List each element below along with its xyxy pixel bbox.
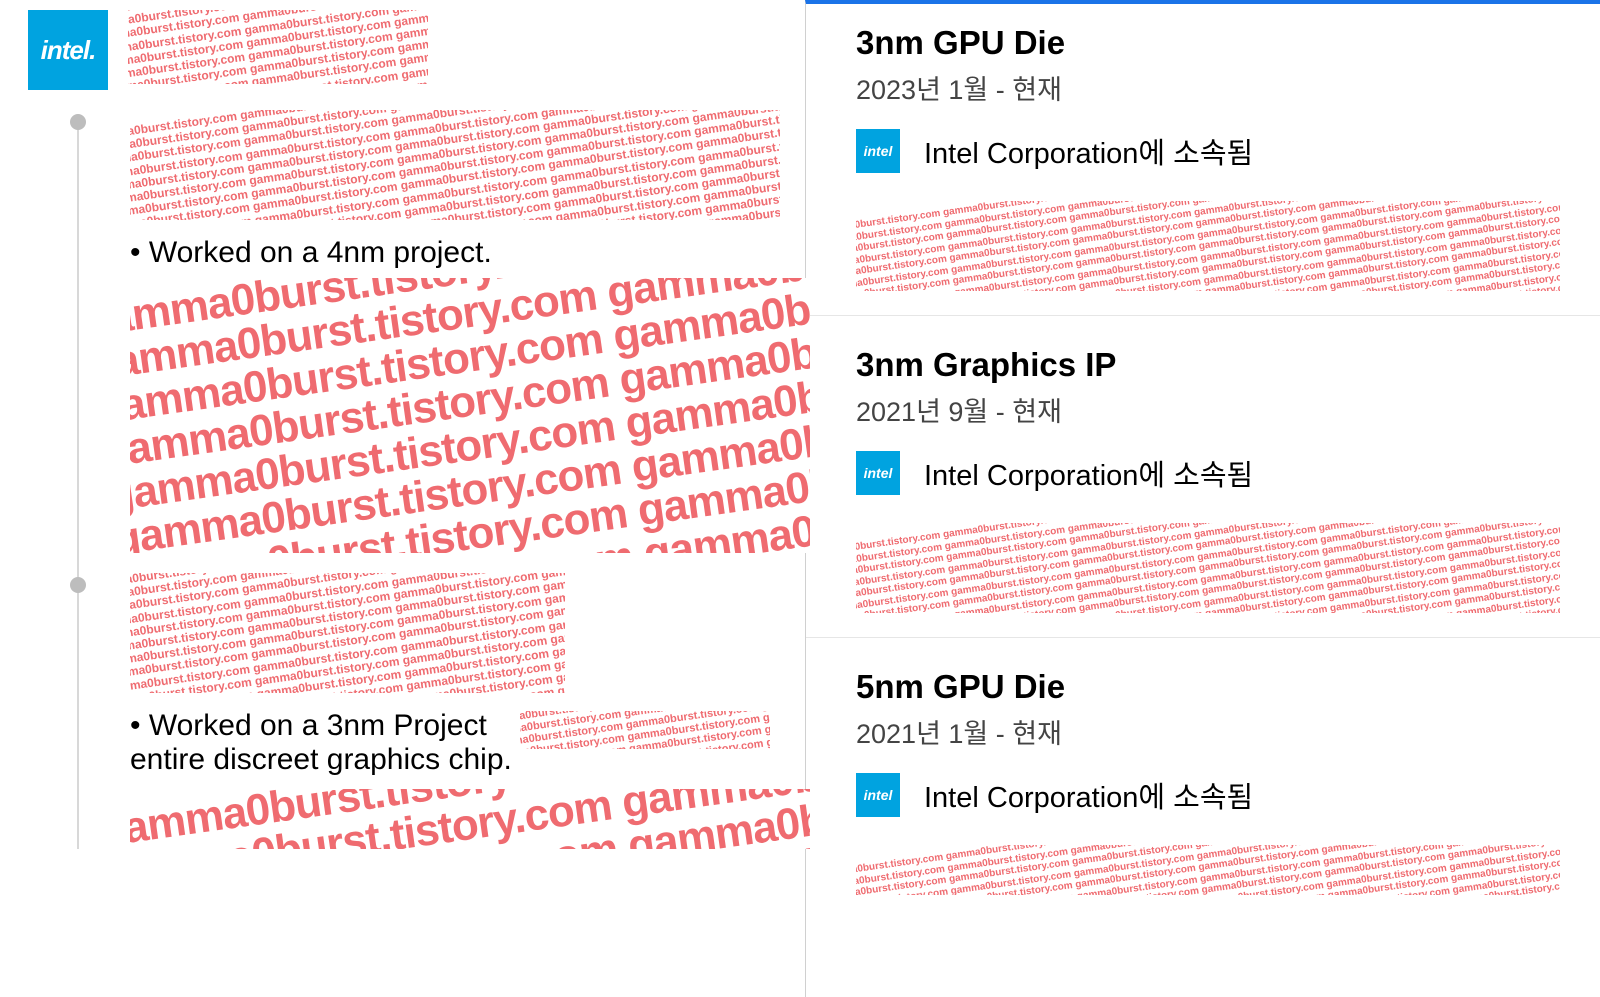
bullet-text: • Worked on a 4nm project. xyxy=(130,236,805,270)
entry-org-text: Intel Corporation에 소속됨 xyxy=(924,774,1253,816)
intel-logo-text: intel xyxy=(864,787,893,803)
project-entry: 3nm GPU Die 2023년 1월 - 현재 intel Intel Co… xyxy=(806,24,1600,316)
intel-logo-icon: intel xyxy=(856,773,900,817)
watermark-block: gamma0burst.tistory.com gamma0burst.tist… xyxy=(128,10,428,84)
timeline-item: gamma0burst.tistory.com gamma0burst.tist… xyxy=(70,110,805,553)
timeline: gamma0burst.tistory.com gamma0burst.tist… xyxy=(70,110,805,849)
entry-title: 3nm GPU Die xyxy=(856,24,1560,62)
left-panel: intel. gamma0burst.tistory.com gamma0bur… xyxy=(0,0,805,997)
intel-logo-text: intel xyxy=(864,465,893,481)
right-panel: 3nm GPU Die 2023년 1월 - 현재 intel Intel Co… xyxy=(805,0,1600,997)
watermark-block: gamma0burst.tistory.com gamma0burst.tist… xyxy=(856,845,1560,895)
watermark-block: gamma0burst.tistory.com gamma0burst.tist… xyxy=(520,711,770,749)
entry-org-text: Intel Corporation에 소속됨 xyxy=(924,452,1253,494)
intel-logo-icon: intel xyxy=(856,129,900,173)
bullet-text: • Worked on a 3nm Project xyxy=(130,709,512,743)
watermark-block: gamma0burst.tistory.com gamma0burst.tist… xyxy=(130,278,810,553)
left-header: intel. gamma0burst.tistory.com gamma0bur… xyxy=(28,10,805,90)
watermark-block: gamma0burst.tistory.com gamma0burst.tist… xyxy=(130,110,780,220)
project-entry: 3nm Graphics IP 2021년 9월 - 현재 intel Inte… xyxy=(806,346,1600,638)
timeline-dot-icon xyxy=(70,577,86,593)
entry-title: 5nm GPU Die xyxy=(856,668,1560,706)
entry-date: 2021년 1월 - 현재 xyxy=(856,712,1560,751)
watermark-block: gamma0burst.tistory.com gamma0burst.tist… xyxy=(856,523,1560,613)
watermark-block: gamma0burst.tistory.com gamma0burst.tist… xyxy=(856,201,1560,291)
intel-logo-icon: intel. xyxy=(28,10,108,90)
intel-logo-icon: intel xyxy=(856,451,900,495)
entry-date: 2023년 1월 - 현재 xyxy=(856,68,1560,107)
project-entry: 5nm GPU Die 2021년 1월 - 현재 intel Intel Co… xyxy=(806,668,1600,919)
intel-logo-text: intel. xyxy=(41,35,96,66)
intel-logo-text: intel xyxy=(864,143,893,159)
entry-org-row: intel Intel Corporation에 소속됨 xyxy=(856,129,1560,173)
entry-date: 2021년 9월 - 현재 xyxy=(856,390,1560,429)
watermark-block: gamma0burst.tistory.com gamma0burst.tist… xyxy=(130,573,565,693)
entry-title: 3nm Graphics IP xyxy=(856,346,1560,384)
entry-org-text: Intel Corporation에 소속됨 xyxy=(924,130,1253,172)
timeline-dot-icon xyxy=(70,114,86,130)
entry-org-row: intel Intel Corporation에 소속됨 xyxy=(856,773,1560,817)
bullet-text: entire discreet graphics chip. xyxy=(130,743,512,777)
entry-org-row: intel Intel Corporation에 소속됨 xyxy=(856,451,1560,495)
watermark-block: gamma0burst.tistory.com gamma0burst.tist… xyxy=(130,789,810,849)
timeline-item: gamma0burst.tistory.com gamma0burst.tist… xyxy=(70,573,805,849)
